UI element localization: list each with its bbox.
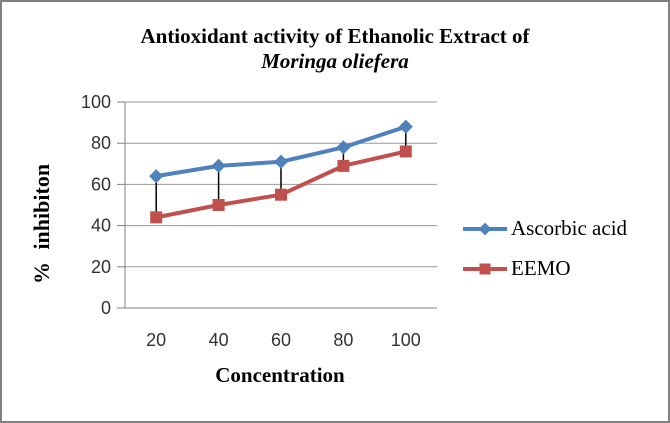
diamond-marker xyxy=(273,154,289,169)
chart-title-line2: Moringa oliefera xyxy=(261,49,409,73)
square-marker xyxy=(337,159,350,172)
square-marker xyxy=(212,199,225,211)
square-marker xyxy=(479,263,491,274)
diamond-marker xyxy=(336,140,351,155)
legend: Ascorbic acid EEMO xyxy=(462,216,627,281)
x-tick-label: 20 xyxy=(146,330,166,350)
legend-marker-diamond-icon xyxy=(463,222,507,235)
chart-title: Antioxidant activity of Ethanolic Extrac… xyxy=(2,24,668,74)
legend-item: Ascorbic acid xyxy=(462,216,627,241)
legend-label: EEMO xyxy=(511,256,571,280)
legend-label: Ascorbic acid xyxy=(511,216,628,240)
y-tick-label: 60 xyxy=(91,174,111,194)
square-marker xyxy=(150,211,163,224)
square-marker xyxy=(275,188,287,201)
y-tick-label: 0 xyxy=(101,298,111,318)
x-tick-label: 40 xyxy=(209,330,229,350)
x-tick-label: 100 xyxy=(391,330,421,350)
y-tick-label: 40 xyxy=(91,216,111,236)
diamond-marker xyxy=(398,119,413,134)
legend-item: EEMO xyxy=(462,256,627,281)
diamond-marker xyxy=(149,169,164,184)
diamond-marker xyxy=(478,222,492,235)
diamond-marker xyxy=(211,158,226,173)
x-axis-title: Concentration xyxy=(215,363,345,387)
x-tick-label: 80 xyxy=(333,330,353,350)
chart-title-line1: Antioxidant activity of Ethanolic Extrac… xyxy=(140,24,530,48)
y-tick-label: 80 xyxy=(91,133,111,153)
square-marker xyxy=(399,145,412,158)
y-tick-label: 100 xyxy=(81,92,111,112)
y-tick-label: 20 xyxy=(91,257,111,277)
legend-marker-square-icon xyxy=(463,263,507,274)
x-tick-label: 60 xyxy=(271,330,291,350)
